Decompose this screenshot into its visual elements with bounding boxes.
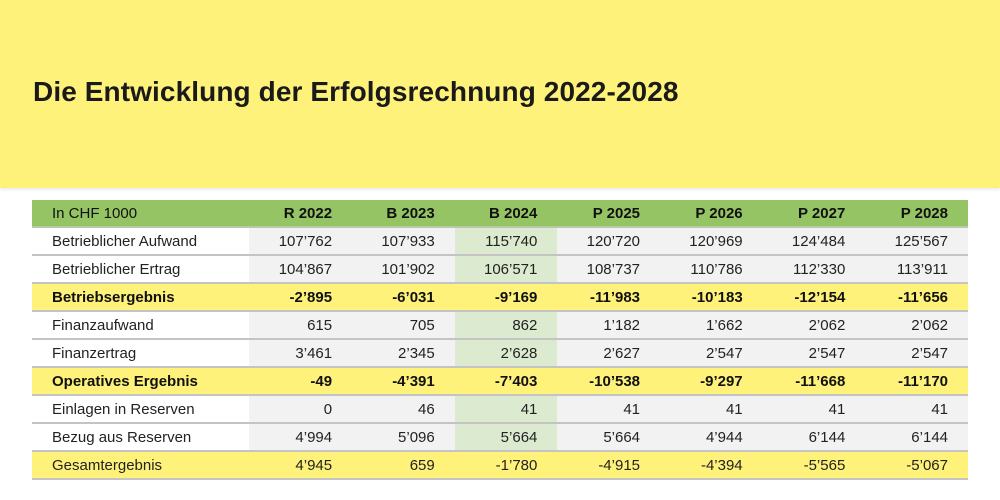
column-header: P 2028 bbox=[865, 200, 968, 228]
row-label: Betriebsergebnis bbox=[32, 283, 250, 312]
row-label: Gesamtergebnis bbox=[32, 451, 250, 480]
row-label: Betrieblicher Aufwand bbox=[32, 227, 250, 256]
value-cell: 107’762 bbox=[249, 227, 353, 256]
table-row: Betrieblicher Ertrag 104’867 101’902 106’57… bbox=[32, 255, 968, 284]
value-cell: 4’944 bbox=[660, 423, 763, 452]
value-cell: 1’662 bbox=[660, 311, 763, 340]
value-cell: 4’994 bbox=[249, 423, 353, 452]
value-cell: -4’391 bbox=[352, 367, 455, 396]
unit-label: In CHF 1000 bbox=[32, 200, 250, 228]
column-header: B 2024 bbox=[454, 200, 558, 228]
value-cell: 41 bbox=[557, 395, 661, 424]
table-row: Operatives Ergebnis -49 -4’391 -7’403 -10’53… bbox=[32, 367, 968, 396]
column-header: P 2026 bbox=[660, 200, 763, 228]
value-cell: 2’627 bbox=[557, 339, 661, 368]
value-cell: 101’902 bbox=[352, 255, 455, 284]
value-cell: -9’169 bbox=[454, 283, 558, 312]
row-label: Operatives Ergebnis bbox=[32, 367, 250, 396]
value-cell: 2’547 bbox=[865, 339, 968, 368]
value-cell: 2’547 bbox=[762, 339, 866, 368]
value-cell: 41 bbox=[660, 395, 763, 424]
value-cell: 2’062 bbox=[762, 311, 866, 340]
value-cell: -11’668 bbox=[762, 367, 866, 396]
value-cell: 5’664 bbox=[557, 423, 661, 452]
page-title: Die Entwicklung der Erfolgsrechnung 2022… bbox=[33, 76, 679, 107]
value-cell: -49 bbox=[249, 367, 353, 396]
value-cell: 5’096 bbox=[352, 423, 455, 452]
table-row: Einlagen in Reserven 0 46 41 41 41 41 41 bbox=[32, 395, 968, 424]
value-cell: -5’067 bbox=[865, 451, 968, 480]
value-cell: -5’565 bbox=[762, 451, 866, 480]
value-cell: 705 bbox=[352, 311, 455, 340]
value-cell: -7’403 bbox=[454, 367, 558, 396]
income-statement-table: In CHF 1000 R 2022 B 2023 B 2024 P 2025 P 202… bbox=[32, 200, 968, 480]
value-cell: 2’062 bbox=[865, 311, 968, 340]
value-cell: 106’571 bbox=[454, 255, 558, 284]
value-cell: 659 bbox=[352, 451, 455, 480]
value-cell: 120’969 bbox=[660, 227, 763, 256]
value-cell: 2’628 bbox=[454, 339, 558, 368]
value-cell: -2’895 bbox=[249, 283, 353, 312]
row-label: Finanzaufwand bbox=[32, 311, 250, 340]
value-cell: -4’915 bbox=[557, 451, 661, 480]
value-cell: 2’547 bbox=[660, 339, 763, 368]
value-cell: -11’983 bbox=[557, 283, 661, 312]
column-header: P 2027 bbox=[762, 200, 866, 228]
value-cell: 120’720 bbox=[557, 227, 661, 256]
value-cell: 1’182 bbox=[557, 311, 661, 340]
row-label: Bezug aus Reserven bbox=[32, 423, 250, 452]
column-header: P 2025 bbox=[557, 200, 661, 228]
value-cell: 112’330 bbox=[762, 255, 866, 284]
table-row: Bezug aus Reserven 4’994 5’096 5’664 5’664 4’… bbox=[32, 423, 968, 452]
value-cell: 41 bbox=[454, 395, 558, 424]
value-cell: 2’345 bbox=[352, 339, 455, 368]
value-cell: 0 bbox=[249, 395, 353, 424]
column-header: R 2022 bbox=[249, 200, 353, 228]
row-label: Einlagen in Reserven bbox=[32, 395, 250, 424]
column-header: B 2023 bbox=[352, 200, 455, 228]
value-cell: -11’656 bbox=[865, 283, 968, 312]
value-cell: -12’154 bbox=[762, 283, 866, 312]
value-cell: 615 bbox=[249, 311, 353, 340]
value-cell: 6’144 bbox=[762, 423, 866, 452]
value-cell: -10’183 bbox=[660, 283, 763, 312]
value-cell: 3’461 bbox=[249, 339, 353, 368]
value-cell: -10’538 bbox=[557, 367, 661, 396]
value-cell: 4’945 bbox=[249, 451, 353, 480]
value-cell: 113’911 bbox=[865, 255, 968, 284]
row-label: Betrieblicher Ertrag bbox=[32, 255, 250, 284]
value-cell: 124’484 bbox=[762, 227, 866, 256]
value-cell: 107’933 bbox=[352, 227, 455, 256]
value-cell: 862 bbox=[454, 311, 558, 340]
value-cell: 41 bbox=[865, 395, 968, 424]
table-row: Finanzertrag 3’461 2’345 2’628 2’627 2’547 2’5… bbox=[32, 339, 968, 368]
table-row: Finanzaufwand 615 705 862 1’182 1’662 2’062 2’0… bbox=[32, 311, 968, 340]
value-cell: -11’170 bbox=[865, 367, 968, 396]
value-cell: -1’780 bbox=[454, 451, 558, 480]
table-row: Gesamtergebnis 4’945 659 -1’780 -4’915 -4’394… bbox=[32, 451, 968, 480]
value-cell: 110’786 bbox=[660, 255, 763, 284]
row-label: Finanzertrag bbox=[32, 339, 250, 368]
value-cell: 41 bbox=[762, 395, 866, 424]
value-cell: 46 bbox=[352, 395, 455, 424]
title-banner bbox=[0, 0, 1000, 188]
value-cell: 5’664 bbox=[454, 423, 558, 452]
value-cell: -4’394 bbox=[660, 451, 763, 480]
value-cell: 108’737 bbox=[557, 255, 661, 284]
table-header-row: In CHF 1000 R 2022 B 2023 B 2024 P 2025 P 202… bbox=[32, 200, 968, 228]
table-row: Betrieblicher Aufwand 107’762 107’933 115’7… bbox=[32, 227, 968, 256]
value-cell: 115’740 bbox=[454, 227, 558, 256]
value-cell: 125’567 bbox=[865, 227, 968, 256]
value-cell: 6’144 bbox=[865, 423, 968, 452]
value-cell: -9’297 bbox=[660, 367, 763, 396]
value-cell: 104’867 bbox=[249, 255, 353, 284]
table-row: Betriebsergebnis -2’895 -6’031 -9’169 -11’98… bbox=[32, 283, 968, 312]
value-cell: -6’031 bbox=[352, 283, 455, 312]
